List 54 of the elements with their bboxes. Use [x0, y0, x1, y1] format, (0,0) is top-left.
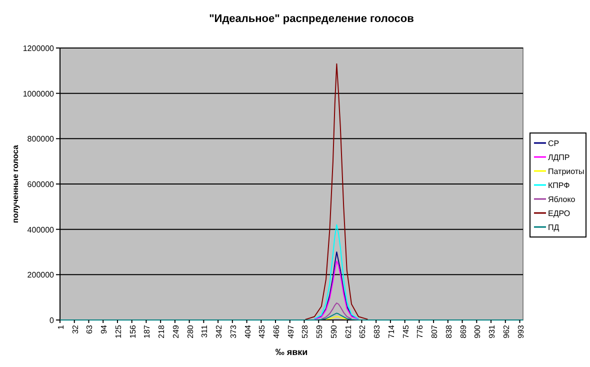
y-tick-label: 1000000	[22, 89, 55, 98]
legend-label: ЕДРО	[548, 209, 570, 218]
x-tick-label: 63	[85, 324, 94, 334]
x-tick-label: 435	[258, 324, 267, 338]
y-tick-label: 600000	[27, 180, 55, 189]
x-tick-label: 311	[200, 324, 210, 338]
x-tick-label: 714	[386, 324, 396, 338]
line-series	[304, 63, 368, 320]
x-tick-label: 807	[430, 324, 440, 338]
y-tick-label: 400000	[27, 225, 55, 234]
legend-label: СР	[548, 139, 560, 148]
x-tick-label: 497	[286, 324, 296, 338]
x-tick-label: 156	[128, 324, 138, 338]
x-tick-label: 931	[488, 324, 497, 338]
x-tick-label: 745	[401, 324, 410, 338]
y-tick-label: 0	[50, 316, 55, 325]
legend-label: Патриоты	[548, 167, 585, 176]
x-tick-label: 869	[458, 324, 468, 338]
legend-label: ПД	[548, 223, 560, 232]
x-tick-label: 125	[114, 324, 123, 338]
x-tick-label: 776	[416, 324, 425, 338]
x-tick-label: 32	[70, 324, 80, 334]
x-tick-label: 652	[358, 324, 368, 338]
x-tick-label: 1	[56, 324, 66, 330]
x-tick-label: 280	[186, 324, 195, 338]
x-tick-label: 900	[473, 324, 482, 338]
line-series	[320, 302, 352, 320]
x-tick-label: 94	[100, 324, 109, 334]
line-series	[60, 312, 524, 320]
x-tick-label: 373	[228, 324, 238, 338]
x-tick-label: 962	[502, 324, 511, 338]
y-axis-title: полученные голоса	[11, 144, 20, 223]
x-tick-label: 528	[300, 324, 310, 338]
legend-label: КПРФ	[548, 181, 570, 190]
x-tick-label: 342	[214, 324, 224, 338]
y-tick-label: 1200000	[22, 44, 55, 53]
y-tick-label: 800000	[27, 134, 55, 144]
x-tick-label: 590	[329, 324, 338, 338]
chart-title: "Идеальное" распределение голосов	[209, 13, 414, 25]
x-tick-label: 466	[272, 324, 282, 338]
x-tick-label: 559	[315, 324, 324, 338]
x-tick-label: 838	[444, 324, 454, 338]
x-tick-label: 249	[171, 324, 180, 338]
x-tick-label: 187	[142, 324, 152, 338]
legend-label: ЛДПР	[548, 153, 570, 162]
y-tick-label: 200000	[27, 270, 55, 280]
x-tick-label: 993	[516, 324, 526, 338]
legend-label: Яблоко	[548, 195, 576, 204]
x-tick-label: 683	[372, 324, 382, 338]
x-tick-label: 621	[344, 324, 353, 338]
x-tick-label: 218	[157, 324, 166, 338]
x-tick-label: 404	[243, 324, 252, 338]
x-axis-title: ‰ явки	[275, 347, 308, 357]
line-series	[314, 224, 359, 320]
